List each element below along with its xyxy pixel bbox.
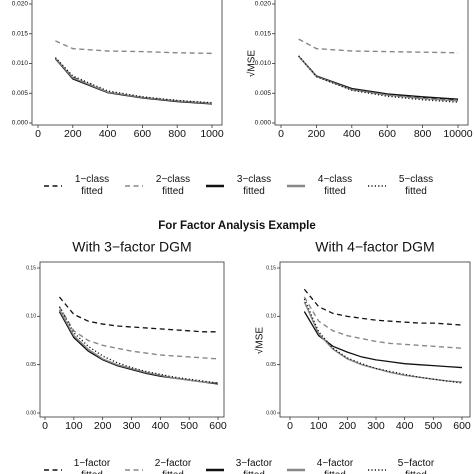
chart-title: With 3−factor DGM [72,239,191,255]
series-line [303,296,463,349]
series-line [58,309,219,384]
y-tick-label: 0.10 [266,314,276,320]
legend-label: 2−class fitted [155,174,191,197]
y-axis-label: √MSE [254,327,266,354]
x-tick-label: 300 [367,420,385,432]
series-line [55,40,213,55]
x-tick-label: 400 [99,128,117,140]
legend-label: 4−class fitted [317,174,353,197]
series-line [54,57,213,105]
heading: For Factor Analysis Example [158,220,315,232]
x-tick-label: 300 [123,420,141,432]
series-line [58,311,219,385]
series-line [58,306,219,384]
x-tick-label: 100 [310,420,328,432]
series-line [303,311,463,369]
series-line [58,296,218,333]
legend-label: 3−class fitted [236,174,272,197]
series-line [54,57,213,104]
y-tick-label: 0.05 [26,362,36,368]
y-tick-label: 0.00 [26,410,36,416]
y-tick-label: 0.000 [255,120,272,127]
legend-label: 5−class fitted [398,174,434,197]
series-line [303,298,463,384]
plot-frame [31,0,223,126]
x-tick-label: 200 [308,128,326,140]
y-tick-label: 0.015 [12,30,29,37]
legend-label: 5−factor fitted [397,458,435,474]
series-line [58,306,219,360]
y-tick-label: 0.010 [12,60,29,67]
y-tick-label: 0.10 [26,314,36,320]
x-tick-label: 0 [35,128,41,140]
x-tick-label: 200 [94,420,112,432]
legend-label: 2−factor fitted [154,458,192,474]
legend-label: 1−class fitted [74,174,110,197]
y-tick-label: 0.020 [12,1,29,8]
x-tick-label: 200 [64,128,82,140]
y-tick-label: 0.15 [26,265,36,271]
x-tick-label: 0 [42,420,48,432]
x-tick-label: 400 [343,128,361,140]
series-line [54,58,213,105]
x-tick-label: 0 [278,128,284,140]
x-tick-label: 800 [414,128,432,140]
x-tick-label: 600 [134,128,152,140]
x-tick-label: 400 [152,420,170,432]
x-tick-label: 500 [425,420,443,432]
x-tick-label: 600 [378,128,396,140]
series-line [298,55,459,102]
plot-frame [39,261,225,418]
x-tick-label: 800 [168,128,186,140]
y-tick-label: 0.015 [255,30,272,37]
y-tick-label: 0.005 [255,90,272,97]
x-tick-label: 500 [180,420,198,432]
y-tick-label: 0.005 [12,90,29,97]
x-tick-label: 400 [396,420,414,432]
y-tick-label: 0.000 [12,120,29,127]
x-tick-label: 600 [453,420,471,432]
legend-label: 4−factor fitted [316,458,354,474]
y-tick-label: 0.010 [255,60,272,67]
x-tick-label: 0 [287,420,293,432]
series-line [298,55,459,100]
plot-frame [274,0,469,126]
x-tick-label: 10000 [443,128,472,140]
legend-label: 1−factor fitted [73,458,111,474]
x-tick-label: 1000 [200,128,224,140]
x-tick-label: 600 [209,420,227,432]
chart-title: With 4−factor DGM [315,239,434,255]
plot-frame [279,261,471,418]
y-tick-label: 0.00 [266,410,276,416]
series-line [303,288,463,326]
series-line [298,38,459,54]
y-tick-label: 0.020 [255,1,272,8]
y-axis-label: √MSE [246,50,258,77]
y-tick-label: 0.15 [266,265,276,271]
legend-label: 3−factor fitted [235,458,273,474]
x-tick-label: 100 [65,420,83,432]
x-tick-label: 200 [339,420,357,432]
y-tick-label: 0.05 [266,362,276,368]
